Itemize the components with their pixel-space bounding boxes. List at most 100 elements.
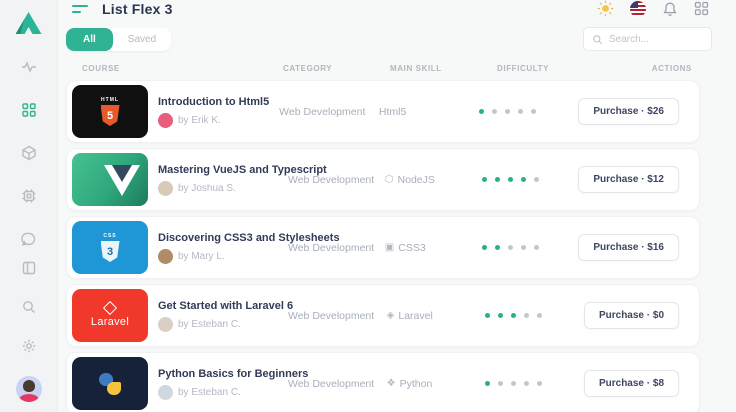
course-author: by Joshua S.	[158, 180, 288, 196]
dashboard-grid-icon[interactable]	[20, 101, 37, 118]
table-row[interactable]: Laravel Get Started with Laravel 6 by Es…	[66, 284, 700, 347]
thumbnail-logo-badge: 3	[100, 241, 120, 262]
cpu-chip-icon[interactable]	[20, 187, 37, 204]
course-title: Mastering VueJS and Typescript	[158, 163, 327, 176]
search-input[interactable]	[609, 33, 703, 45]
category-cell: Web Development	[279, 105, 366, 118]
search-icon	[593, 34, 602, 44]
skill-icon: ◈	[386, 310, 395, 321]
theme-sun-icon[interactable]	[597, 0, 614, 17]
menu-toggle-icon[interactable]	[72, 4, 88, 13]
difficulty-dot-inactive	[511, 381, 517, 386]
difficulty-dot-inactive	[507, 245, 513, 250]
difficulty-dot-active	[481, 245, 487, 250]
difficulty-dot-inactive	[533, 177, 539, 182]
course-thumbnail	[72, 357, 148, 410]
course-title: Discovering CSS3 and Stylesheets	[158, 231, 340, 244]
course-list: HTML 5 Introduction to Html5 by Erik K. …	[66, 80, 700, 412]
difficulty-dots	[481, 177, 579, 182]
purchase-button[interactable]: Purchase · $26	[578, 98, 679, 125]
actions-cell: Purchase · $16	[578, 234, 679, 261]
difficulty-dot-active	[478, 109, 484, 114]
thumbnail-logo-art	[99, 372, 121, 395]
search-icon[interactable]	[20, 298, 37, 315]
table-row[interactable]: HTML 5 Introduction to Html5 by Erik K. …	[66, 80, 700, 143]
filter-tabs: All Saved	[66, 27, 172, 51]
thumbnail-logo-art	[102, 300, 118, 316]
difficulty-dot-active	[494, 245, 500, 250]
purchase-button[interactable]: Purchase · $0	[583, 302, 680, 329]
actions-cell: Purchase · $26	[578, 98, 679, 125]
main-content: List Flex 3 All Saved	[58, 0, 736, 412]
actions-cell: Purchase · $0	[583, 302, 680, 329]
thumbnail-logo-art	[104, 165, 140, 196]
app-logo[interactable]	[15, 12, 42, 34]
table-row[interactable]: Python Basics for Beginners by Esteban C…	[66, 352, 700, 412]
sidebar-bottom	[15, 259, 42, 402]
topbar-actions	[597, 0, 710, 17]
table-row[interactable]: CSS 3 Discovering CSS3 and Stylesheets b…	[66, 216, 700, 279]
difficulty-dot-active	[498, 313, 504, 318]
author-name: by Erik K.	[178, 114, 221, 126]
language-flag-icon[interactable]	[629, 0, 646, 17]
difficulty-dots	[481, 245, 579, 250]
difficulty-dot-active	[507, 177, 513, 182]
topbar: List Flex 3	[58, 0, 736, 17]
search-box[interactable]	[583, 27, 712, 51]
column-header-actions: Actions	[651, 64, 692, 73]
author-avatar	[158, 112, 173, 128]
purchase-button[interactable]: Purchase · $8	[583, 370, 680, 397]
notifications-bell-icon[interactable]	[661, 0, 678, 17]
page-title: List Flex 3	[102, 0, 173, 17]
course-author: by Mary L.	[158, 248, 288, 264]
toolbar: All Saved	[58, 27, 736, 51]
difficulty-dot-active	[485, 313, 491, 318]
difficulty-dot-inactive	[524, 313, 530, 318]
course-thumbnail: HTML 5	[72, 85, 148, 138]
difficulty-dot-inactive	[530, 109, 536, 114]
skill-label: Html5	[378, 105, 407, 118]
skill-label: CSS3	[398, 241, 426, 254]
course-cell: Get Started with Laravel 6 by Esteban C.	[158, 299, 294, 332]
thumbnail-logo-text: CSS	[103, 233, 117, 239]
skill-icon: ▣	[384, 242, 395, 253]
package-cube-icon[interactable]	[20, 144, 37, 161]
course-author: by Esteban C.	[158, 316, 288, 332]
activity-icon[interactable]	[20, 58, 37, 75]
purchase-button[interactable]: Purchase · $16	[578, 234, 679, 261]
difficulty-dots	[485, 381, 584, 386]
course-title: Introduction to Html5	[158, 95, 270, 108]
author-name: by Esteban C.	[178, 318, 241, 330]
column-header-category: Category	[283, 64, 333, 73]
layout-panel-icon[interactable]	[20, 259, 37, 276]
course-thumbnail: Laravel	[72, 289, 148, 342]
author-avatar	[158, 384, 173, 400]
difficulty-dot-active	[494, 177, 500, 182]
user-avatar[interactable]	[15, 376, 42, 402]
settings-gear-icon[interactable]	[20, 337, 37, 354]
skill-cell: Html5	[379, 106, 479, 118]
table-row[interactable]: Mastering VueJS and Typescript by Joshua…	[66, 148, 700, 211]
tab-all[interactable]: All	[66, 27, 113, 51]
difficulty-dots	[478, 109, 579, 114]
difficulty-dot-inactive	[533, 245, 539, 250]
difficulty-dot-inactive	[537, 313, 543, 318]
course-author: by Esteban C.	[158, 384, 288, 400]
category-cell: Web Development	[288, 377, 375, 390]
course-cell: Python Basics for Beginners by Esteban C…	[158, 368, 308, 400]
course-thumbnail	[72, 153, 148, 206]
author-name: by Mary L.	[178, 250, 225, 262]
difficulty-dot-active	[520, 177, 526, 182]
table-header: Course Category Main Skill Difficulty Ac…	[66, 64, 700, 73]
course-title: Get Started with Laravel 6	[158, 299, 294, 312]
difficulty-dot-inactive	[537, 381, 543, 386]
difficulty-dot-inactive	[524, 381, 530, 386]
purchase-button[interactable]: Purchase · $12	[578, 166, 679, 193]
chat-bubble-icon[interactable]	[20, 230, 37, 247]
column-header-main-skill: Main Skill	[390, 64, 442, 73]
tab-saved[interactable]: Saved	[127, 33, 157, 45]
course-thumbnail: CSS 3	[72, 221, 148, 274]
apps-grid-icon[interactable]	[693, 0, 710, 17]
course-author: by Erik K.	[158, 112, 279, 128]
skill-label: NodeJS	[397, 173, 435, 186]
